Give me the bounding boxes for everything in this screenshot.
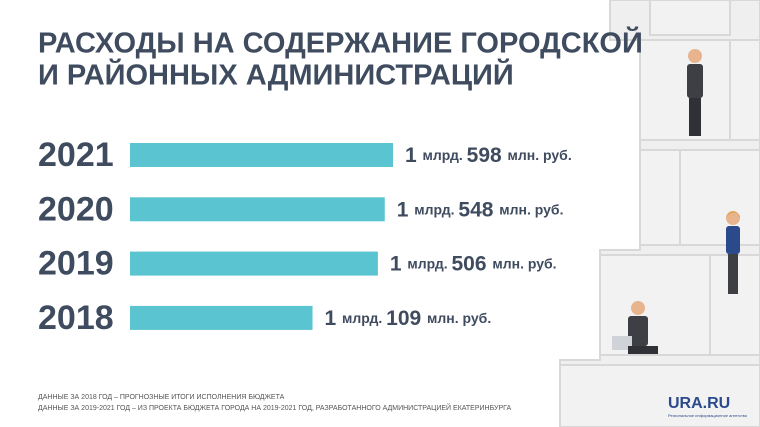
- bar: [130, 251, 378, 276]
- value-label: 1 млрд. 506 млн. руб.: [390, 252, 557, 275]
- value-label: 1 млрд. 109 млн. руб.: [325, 306, 492, 329]
- footnote: ДАННЫЕ ЗА 2018 ГОД – ПРОГНОЗНЫЕ ИТОГИ ИС…: [38, 394, 285, 401]
- bar: [130, 305, 313, 330]
- category-label: 2021: [38, 136, 114, 174]
- bar: [130, 143, 393, 167]
- chart-title: И РАЙОННЫХ АДМИНИСТРАЦИЙ: [38, 58, 514, 92]
- logo-subtitle: Региональное информационное агентство: [668, 413, 748, 418]
- bar: [130, 197, 385, 222]
- plot: 2021 1 млрд. 598 млн. руб. 2020 1 млрд. 548…: [38, 136, 572, 337]
- value-label: 1 млрд. 548 млн. руб.: [397, 198, 564, 221]
- category-label: 2019: [38, 245, 114, 283]
- category-label: 2018: [38, 299, 114, 337]
- people: [612, 49, 740, 354]
- chart-title: РАСХОДЫ НА СОДЕРЖАНИЕ ГОРОДСКОЙ: [38, 26, 643, 60]
- logo: URA.RU: [668, 395, 730, 412]
- category-label: 2020: [38, 190, 114, 228]
- value-label: 1 млрд. 598 млн. руб.: [405, 144, 572, 167]
- illustration: [559, 0, 760, 427]
- footnote: ДАННЫЕ ЗА 2019-2021 ГОД – ИЗ ПРОЕКТА БЮД…: [38, 403, 511, 412]
